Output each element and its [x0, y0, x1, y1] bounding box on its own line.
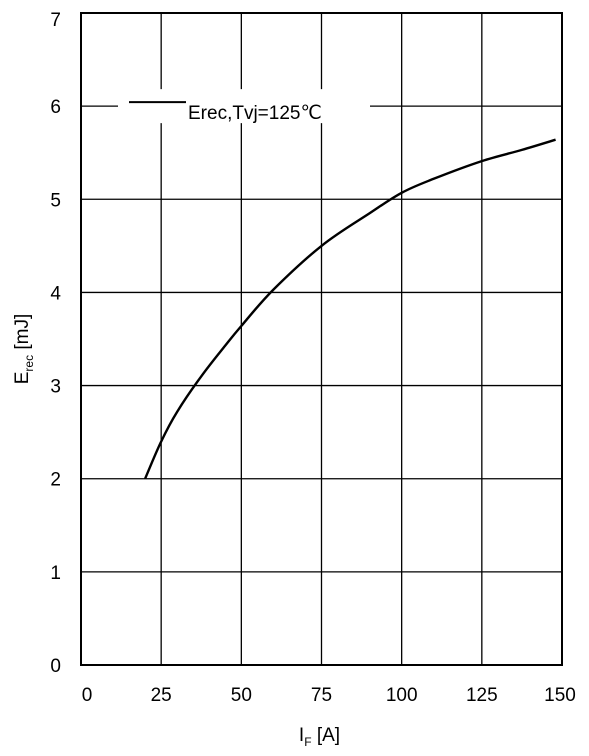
x-tick-label: 150 [544, 685, 576, 706]
legend: Erec,Tvj=125℃ [118, 89, 370, 124]
x-tick-label: 0 [82, 685, 93, 706]
y-tick-label: 4 [50, 283, 61, 304]
y-tick-label: 7 [50, 10, 61, 31]
x-tick-label: 100 [386, 685, 418, 706]
x-axis-label-unit: [A] [312, 725, 341, 746]
y-axis-label-main: E [12, 372, 33, 385]
x-tick-label: 125 [466, 685, 498, 706]
x-axis-label-subscript: F [304, 735, 311, 749]
y-axis-label: Erec [mJ] [12, 314, 36, 385]
y-tick-label: 6 [50, 97, 61, 118]
y-tick-label: 5 [50, 190, 61, 211]
y-axis-label-unit: [mJ] [12, 314, 33, 355]
y-tick-label: 0 [50, 656, 61, 677]
x-tick-label: 50 [231, 685, 252, 706]
x-tick-label: 25 [151, 685, 172, 706]
legend-label: Erec,Tvj=125℃ [188, 103, 322, 124]
y-tick-label: 1 [50, 563, 61, 584]
y-axis-label-subscript: rec [22, 355, 36, 372]
y-tick-label: 3 [50, 377, 61, 398]
y-tick-label: 2 [50, 470, 61, 491]
x-tick-label: 75 [311, 685, 332, 706]
